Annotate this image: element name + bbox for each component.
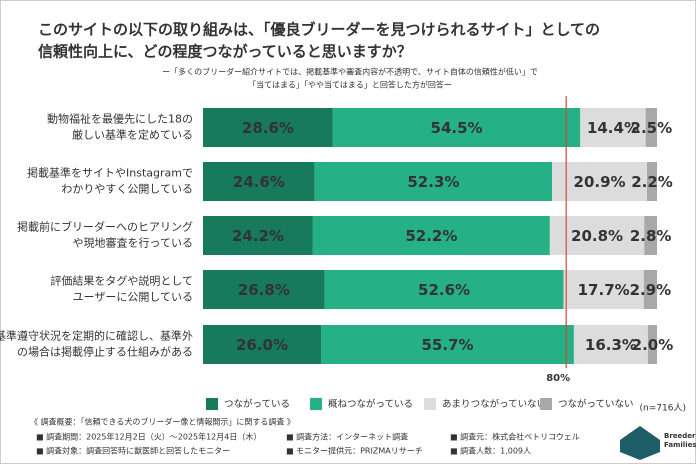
legend-label: あまりつながっていない — [442, 398, 546, 410]
bar-segment — [314, 162, 553, 201]
category-label: の場合は掲載停止する仕組みがある — [17, 345, 193, 359]
category-label: や現地審査を行っている — [73, 236, 193, 250]
bar-segment — [563, 270, 644, 309]
footer-item: ■ 調査人数：1,009人 — [450, 446, 531, 456]
logo-mark — [620, 426, 660, 460]
bar-segment — [203, 325, 322, 364]
value-label: 2.5% — [631, 119, 673, 137]
category-label: 厳しい基準を定めている — [72, 128, 193, 142]
bar-segment — [580, 108, 646, 147]
legend-swatch — [310, 398, 322, 410]
value-label: 52.3% — [407, 173, 459, 191]
value-label: 14.4% — [587, 119, 639, 137]
bar-segment — [312, 216, 550, 255]
bar-segment — [647, 162, 657, 201]
value-label: 24.2% — [232, 227, 284, 245]
category-label: 動物福祉を最優先にした18の — [47, 112, 193, 126]
bar-segment — [203, 270, 325, 309]
value-label: 26.0% — [236, 336, 288, 354]
bar-segment — [647, 325, 657, 364]
legend-swatch — [540, 398, 552, 410]
value-label: 17.7% — [578, 281, 630, 299]
footer-item: ■ 調査対象：調査回答時に獣医師と回答したモニター — [36, 446, 230, 456]
chart-subtitle: 「当てはまる」「やや当てはまる」と回答した方が回答ー — [248, 80, 452, 90]
footer-item: ■ モニター提供元：PRIZMAリサーチ — [286, 446, 423, 456]
value-label: 20.9% — [574, 173, 626, 191]
category-label: わかりやすく公開している — [61, 183, 193, 196]
bar-segment — [203, 216, 313, 255]
category-label: ユーザーに公開している — [73, 291, 193, 304]
value-label: 20.8% — [571, 227, 623, 245]
value-label: 16.3% — [585, 336, 637, 354]
footer-item: ■ 調査方法：インターネット調査 — [286, 432, 408, 442]
bar-segment — [552, 162, 648, 201]
value-label: 55.7% — [421, 336, 473, 354]
footer-heading: 《 調査概要：「信頼できる犬のブリーダー像と情報開示」に関する調査 》 — [30, 417, 295, 427]
category-label: 評価結果をタグや説明として — [50, 274, 193, 288]
value-label: 2.2% — [631, 173, 673, 191]
category-label: 掲載基準をサイトやInstagramで — [27, 166, 193, 180]
value-label: 54.5% — [431, 119, 483, 137]
value-label: 2.8% — [630, 227, 672, 245]
bar-segment — [332, 108, 581, 147]
bar-segment — [573, 325, 648, 364]
legend-swatch — [424, 398, 436, 410]
bar-segment — [549, 216, 645, 255]
bar-segment — [321, 325, 574, 364]
reference-label: 80% — [546, 373, 570, 384]
value-label: 2.9% — [630, 281, 672, 299]
bar-segment — [324, 270, 564, 309]
bar-segment — [645, 108, 657, 147]
legend-swatch — [206, 398, 218, 410]
bar-segment — [644, 216, 657, 255]
value-label: 26.8% — [238, 281, 290, 299]
sample-note: (n=716人) — [640, 403, 686, 414]
logo-text: Breeder — [664, 432, 696, 440]
bar-segment — [203, 162, 315, 201]
footer-item: ■ 調査期間：2025年12月2日（火）～2025年12月4日（木） — [36, 432, 261, 442]
value-label: 2.0% — [632, 336, 674, 354]
chart-title: このサイトの以下の取り組みは、「優良ブリーダーを見つけられるサイト」としての — [38, 21, 600, 39]
legend-label: つながっていない — [558, 398, 634, 410]
value-label: 28.6% — [242, 119, 294, 137]
bar-segment — [203, 108, 333, 147]
legend-label: 概ねつながっている — [328, 398, 413, 410]
chart-title: 信頼性向上に、どの程度つながっていると思いますか？ — [38, 43, 412, 61]
value-label: 52.6% — [418, 281, 470, 299]
footer-item: ■ 調査元：株式会社ペトリコウェル — [450, 432, 580, 442]
chart-subtitle: ー「多くのブリーダー紹介サイトでは、掲載基準や審査内容が不透明で、サイト自体の信… — [162, 67, 538, 77]
logo-text: Families — [664, 441, 696, 449]
value-label: 24.6% — [233, 173, 285, 191]
bar-segment — [643, 270, 657, 309]
category-label: 掲載前にブリーダーへのヒアリング — [17, 220, 193, 234]
legend-label: つながっている — [224, 398, 290, 410]
value-label: 52.2% — [405, 227, 457, 245]
category-label: 基準遵守状況を定期的に確認し、基準外 — [0, 329, 193, 343]
